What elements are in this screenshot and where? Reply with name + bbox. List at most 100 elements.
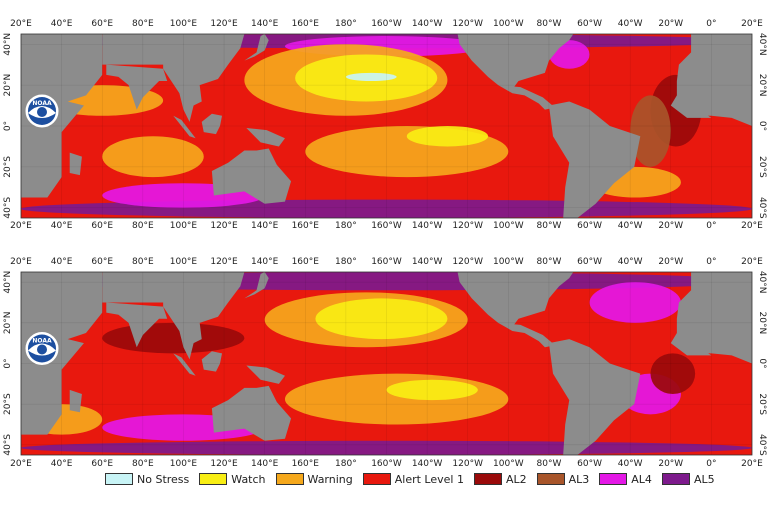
map-frame [20,33,753,219]
legend-swatch-watch [199,473,228,485]
lon-label-top: 0° [706,19,716,29]
lon-label-bottom: 20°W [658,221,683,231]
lon-label-bottom: 80°E [132,459,154,469]
legend-label-no-stress: No Stress [137,472,190,486]
legend-label-al4: AL4 [631,472,652,486]
lon-label-top: 140°W [412,19,443,29]
land-mass [211,148,292,204]
lon-label-bottom: 60°W [577,459,602,469]
land-mass [173,115,196,139]
heat-stress-zone [284,373,509,425]
lon-label-bottom: 140°W [412,221,443,231]
lon-label-bottom: 120°E [210,221,238,231]
land-mass [498,322,556,348]
heat-stress-zone [630,95,671,167]
heat-stress-zone [650,353,696,394]
land-mass [498,85,556,110]
lon-label-bottom: 60°W [577,221,602,231]
noaa-logo: NOAA [25,94,59,128]
svg-text:NOAA: NOAA [32,338,52,345]
lon-label-bottom: 120°W [452,221,483,231]
legend-swatch-al4 [599,473,628,485]
legend: No Stress Watch Warning Alert Level 1 AL… [105,471,715,487]
legend-label-al3: AL3 [568,472,590,486]
land-mass [246,365,285,384]
lon-label-bottom: 60°E [91,221,113,231]
lon-label-top: 40°E [51,257,73,267]
lon-label-top: 60°W [577,257,602,267]
heat-stress-zone [589,282,681,323]
legend-label-alert-level-1: Alert Level 1 [394,472,464,486]
heat-stress-zone [345,72,397,82]
lon-label-bottom: 100°E [170,221,198,231]
legend-item-no-stress: No Stress [105,473,195,486]
lon-label-bottom: 140°E [251,221,279,231]
land-mass [102,34,245,65]
land-mass [244,34,269,61]
legend-label-al5: AL5 [693,472,715,486]
lon-label-top: 80°W [537,19,562,29]
lat-label-left: 20°S [3,156,13,178]
svg-text:NOAA: NOAA [32,100,52,107]
heat-stress-zone [315,298,448,340]
lon-label-bottom: 0° [706,221,716,231]
lon-label-bottom: 100°E [170,459,198,469]
lat-label-left: 0° [3,358,13,368]
lon-label-bottom: 160°E [292,221,320,231]
lon-label-bottom: 20°E [10,459,32,469]
land-mass [244,272,269,299]
land-mass [246,128,285,147]
lon-label-top: 160°W [371,19,402,29]
lat-label-right: 20°N [757,74,767,97]
lon-label-top: 20°W [658,19,683,29]
lon-label-top: 20°W [658,257,683,267]
legend-item-warning: Warning [275,473,359,486]
land-mass [69,152,82,176]
legend-swatch-al5 [661,473,690,485]
lon-label-top: 0° [706,257,716,267]
legend-item-watch: Watch [199,473,271,486]
legend-swatch-no-stress [105,473,133,485]
noaa-logo: NOAA [25,332,59,365]
lon-label-top: 100°E [170,257,198,267]
lon-label-top: 160°E [292,257,320,267]
maps-canvas: 20°E 20°E 40°E 40°E 60°E 60°E 80°E 80°E 100°E 100… [3,19,767,469]
legend-swatch-alert-level-1 [362,473,391,485]
legend-swatch-warning [275,473,304,485]
lon-label-top: 80°W [537,257,562,267]
legend-item-al3: AL3 [536,472,596,486]
land-mass [548,339,641,455]
legend-swatch-al3 [536,473,565,485]
map-panel-bottom: 20°E 20°E 40°E 40°E 60°E 60°E 80°E 80°E 100°E 100… [3,257,767,469]
lon-label-bottom: 20°E [10,221,32,231]
lon-label-bottom: 140°W [412,459,443,469]
lat-label-right: 20°S [757,156,767,178]
lon-label-top: 80°E [132,19,154,29]
lon-label-bottom: 140°E [251,459,279,469]
land-mass [21,34,103,198]
lon-label-bottom: 40°E [51,459,73,469]
lon-label-bottom: 80°E [132,221,154,231]
land-mass [676,34,752,126]
lat-label-right: 40°S [757,434,767,456]
land-mass [211,385,292,441]
lon-label-top: 20°E [741,19,763,29]
lon-label-top: 100°W [493,19,524,29]
lat-label-left: 20°N [3,74,13,97]
lon-label-top: 120°W [452,19,483,29]
lon-label-bottom: 160°W [371,459,402,469]
lon-label-bottom: 0° [706,459,716,469]
land-mass [457,34,574,90]
lat-label-right: 40°S [757,197,767,219]
lat-label-left: 40°N [3,271,13,294]
land-mass [201,351,223,372]
lon-label-bottom: 40°W [618,221,643,231]
lon-label-bottom: 120°E [210,459,238,469]
land-mass [69,389,82,413]
map-panel-top: 20°E 20°E 40°E 40°E 60°E 60°E 80°E 80°E 100°E 100… [3,19,767,231]
legend-label-watch: Watch [231,472,266,486]
lat-label-right: 0° [757,358,767,368]
lat-label-left: 0° [3,121,13,131]
land-mass [201,113,223,135]
